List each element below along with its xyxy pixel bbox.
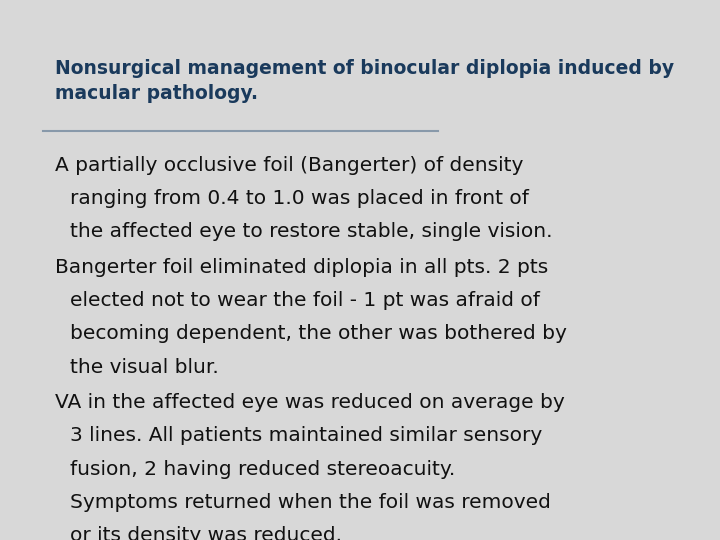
Text: or its density was reduced.: or its density was reduced. [70,526,342,540]
Text: Bangerter foil eliminated diplopia in all pts. 2 pts: Bangerter foil eliminated diplopia in al… [55,258,548,277]
Text: VA in the affected eye was reduced on average by: VA in the affected eye was reduced on av… [55,393,564,412]
Text: elected not to wear the foil - 1 pt was afraid of: elected not to wear the foil - 1 pt was … [70,291,540,310]
Text: Nonsurgical management of binocular diplopia induced by
macular pathology.: Nonsurgical management of binocular dipl… [55,59,674,104]
Text: becoming dependent, the other was bothered by: becoming dependent, the other was bother… [70,325,567,343]
Text: 3 lines. All patients maintained similar sensory: 3 lines. All patients maintained similar… [70,427,542,446]
Text: the visual blur.: the visual blur. [70,357,219,376]
Text: Symptoms returned when the foil was removed: Symptoms returned when the foil was remo… [70,492,551,512]
Text: fusion, 2 having reduced stereoacuity.: fusion, 2 having reduced stereoacuity. [70,460,455,478]
Text: ranging from 0.4 to 1.0 was placed in front of: ranging from 0.4 to 1.0 was placed in fr… [70,189,529,208]
Text: the affected eye to restore stable, single vision.: the affected eye to restore stable, sing… [70,222,552,241]
Text: A partially occlusive foil (Bangerter) of density: A partially occlusive foil (Bangerter) o… [55,156,523,175]
